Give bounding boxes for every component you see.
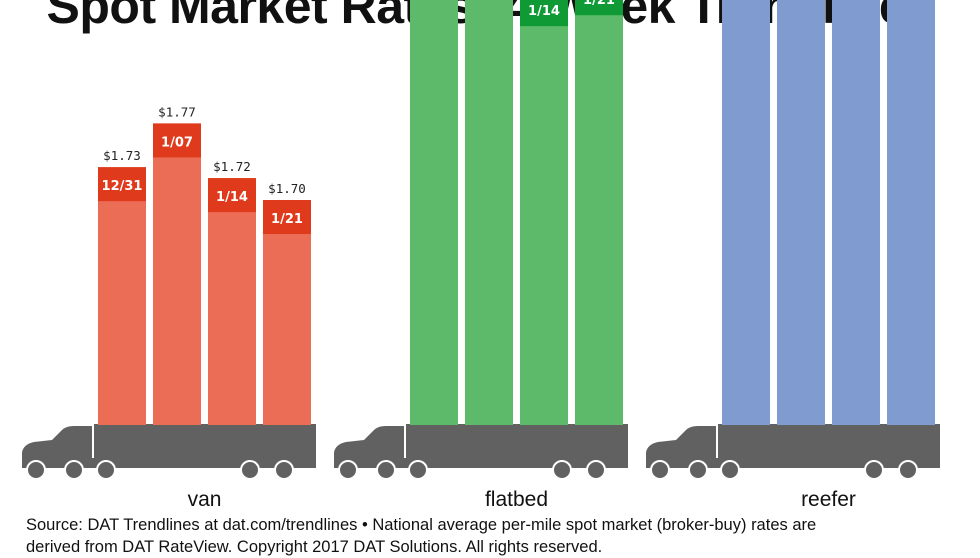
van-category-label: 1/21 (271, 212, 303, 227)
van-truck-wheel (96, 460, 116, 480)
flatbed-truck-wheel (338, 460, 358, 480)
van-truck-cab (22, 426, 92, 468)
flatbed-series-label: flatbed (485, 488, 548, 511)
van-bar (208, 178, 256, 425)
van-truck-wheel (64, 460, 84, 480)
van-value-label: $1.70 (268, 181, 306, 196)
flatbed-category-label: 1/21 (583, 0, 615, 8)
flatbed-truck-frame (400, 458, 628, 468)
van-bar (153, 123, 201, 426)
flatbed-truck-wheel (586, 460, 606, 480)
reefer-truck-wheel (688, 460, 708, 480)
flatbed-trailer (406, 424, 628, 458)
flatbed-bar (465, 0, 513, 425)
van-bar (263, 200, 311, 425)
van-truck-wheel (26, 460, 46, 480)
reefer-truck-wheel (864, 460, 884, 480)
source-line-2: derived from DAT RateView. Copyright 201… (26, 538, 603, 556)
flatbed-truck-wheel (552, 460, 572, 480)
van-series-label: van (188, 488, 222, 511)
van-bar-cap (98, 167, 146, 202)
van-category-label: 12/31 (102, 179, 143, 194)
reefer-bar (722, 0, 770, 426)
reefer-bar (887, 0, 935, 426)
source-line-1: Source: DAT Trendlines at dat.com/trendl… (26, 516, 817, 534)
reefer-bar (832, 0, 880, 426)
flatbed-truck-cab (334, 426, 404, 468)
van-bar (98, 167, 146, 425)
van-value-label: $1.77 (158, 104, 196, 119)
van-value-label: $1.73 (103, 148, 141, 163)
flatbed-bar (520, 0, 568, 425)
flatbed-bar (575, 0, 623, 425)
flatbed-truck-wheel (376, 460, 396, 480)
van-truck-frame (88, 458, 316, 468)
van-truck-wheel (274, 460, 294, 480)
van-bar-cap (263, 200, 311, 234)
reefer-bar (777, 0, 825, 426)
reefer-trailer (718, 424, 940, 458)
flatbed-bar-cap (575, 0, 623, 16)
van-trailer (94, 424, 316, 458)
van-category-label: 1/14 (216, 190, 248, 205)
reefer-series-label: reefer (801, 488, 856, 511)
van-category-label: 1/07 (161, 135, 193, 150)
reefer-truck-wheel (720, 460, 740, 480)
van-bar-cap (208, 178, 256, 213)
flatbed-truck-wheel (408, 460, 428, 480)
reefer-truck-frame (712, 458, 940, 468)
van-truck-wheel (240, 460, 260, 480)
van-bar-cap (153, 123, 201, 158)
van-value-label: $1.72 (213, 159, 251, 174)
flatbed-bar (410, 0, 458, 425)
reefer-truck-wheel (650, 460, 670, 480)
flatbed-bar-cap (520, 0, 568, 27)
reefer-truck-wheel (898, 460, 918, 480)
flatbed-category-label: 1/14 (528, 4, 560, 19)
source-note: Source: DAT Trendlines at dat.com/trendl… (26, 514, 966, 558)
reefer-truck-cab (646, 426, 716, 468)
